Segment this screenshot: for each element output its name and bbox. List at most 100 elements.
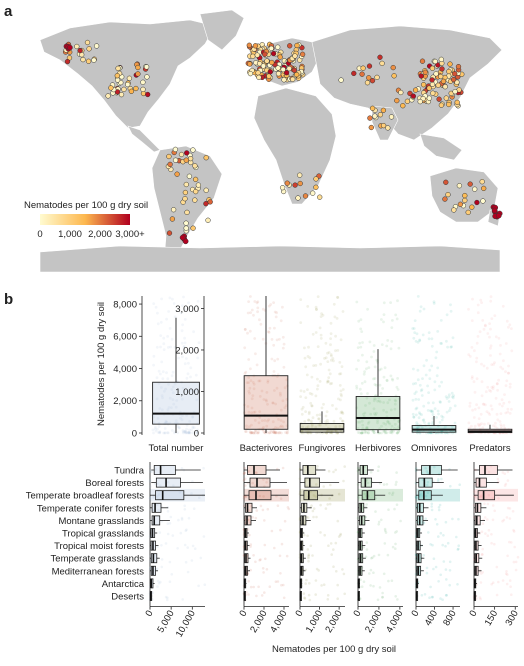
jitter-point [202,466,205,470]
jitter-point [303,597,307,600]
jitter-point [508,382,512,386]
jitter-point [385,344,389,348]
jitter-point [338,424,342,428]
jitter-point [389,301,392,304]
jitter-point [181,323,185,327]
jitter-point [367,366,371,369]
jitter-point [365,396,369,400]
sample-point [292,182,298,188]
jitter-point [190,492,193,495]
jitter-point [250,397,254,401]
jitter-point [283,519,287,523]
jitter-point [324,420,327,423]
jitter-point [356,466,360,470]
jitter-point [195,398,199,402]
jitter-point [246,405,250,408]
jitter-point [266,380,270,384]
jitter-point [254,560,257,564]
box [361,490,376,501]
jitter-point [424,373,428,377]
jitter-point [436,479,440,483]
jitter-point [330,382,334,385]
jitter-point [279,408,283,412]
jitter-point [166,480,170,484]
jitter-point [262,571,265,574]
jitter-point [395,431,399,435]
jitter-point [382,401,385,404]
jitter-point [330,354,333,358]
jitter-point [372,399,376,403]
jitter-point [423,421,426,424]
box [152,381,200,425]
jitter-point [494,335,498,339]
jitter-point [189,375,192,379]
jitter-point [329,483,332,487]
jitter-point [343,592,347,596]
jitter-point [185,414,189,417]
jitter-point [390,377,394,381]
jitter-point [165,317,169,321]
jitter-point [188,430,192,434]
jitter-point [299,490,302,494]
jitter-point [278,554,282,558]
jitter-point [372,350,376,353]
jitter-point [472,490,476,493]
jitter-point [190,559,194,562]
jitter-point [184,529,188,532]
jitter-point [270,430,273,434]
jitter-point [246,481,250,485]
jitter-point [154,305,158,309]
sample-point [351,70,357,77]
sample-point [390,64,396,71]
box [304,477,320,488]
jitter-point [418,383,422,387]
jitter-point [502,518,506,522]
jitter-point [431,410,434,414]
jitter-point [255,301,259,305]
jitter-point [252,313,255,317]
jitter-point [191,415,194,419]
jitter-point [326,503,330,506]
jitter-point [451,517,454,521]
jitter-point [315,567,319,571]
jitter-point [413,331,417,334]
jitter-point [391,491,395,495]
jitter-point [470,424,473,428]
jitter-point [418,339,422,342]
jitter-point [256,310,259,314]
jitter-point [248,386,252,390]
sample-point [420,82,427,88]
jitter-point [490,363,494,366]
jitter-point [157,493,161,496]
jitter-point [439,342,443,345]
category-label: Predators [469,443,510,454]
jitter-point [152,302,156,305]
jitter-point [487,529,491,532]
jitter-point [433,407,437,411]
jitter-point [364,404,367,407]
jitter-point [431,420,435,424]
jitter-point [513,545,516,549]
jitter-point [310,404,314,408]
sample-point [86,46,92,52]
jitter-point [187,430,190,434]
jitter-point [257,430,260,434]
jitter-point [486,518,489,521]
jitter-point [507,371,510,375]
jitter-point [167,310,171,313]
jitter-point [253,431,257,435]
jitter-point [497,336,501,340]
sample-point [183,181,189,188]
jitter-point [275,386,279,390]
sample-point [292,53,298,59]
jitter-point [183,430,187,434]
sample-point [422,69,428,75]
jitter-point [283,406,287,410]
jitter-point [243,471,246,475]
jitter-point [334,349,337,353]
jitter-point [365,360,369,364]
jitter-point [155,345,159,349]
jitter-point [494,421,497,425]
jitter-point [356,427,360,430]
jitter-point [157,581,161,585]
